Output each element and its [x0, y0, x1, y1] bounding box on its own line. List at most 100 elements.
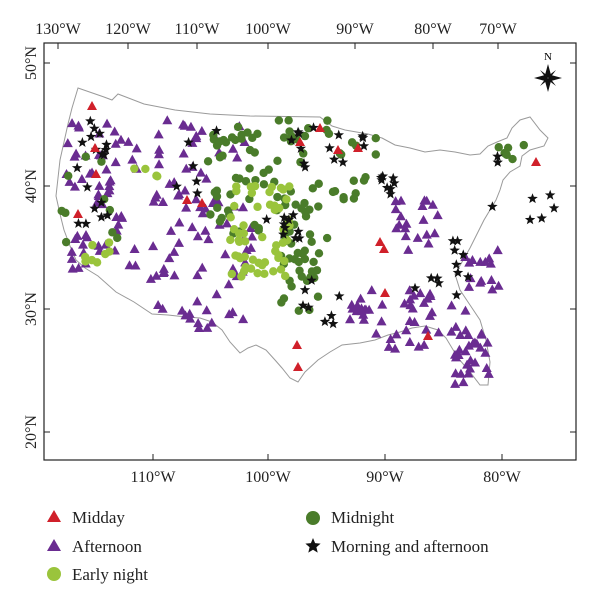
station-marker	[494, 143, 503, 152]
station-marker	[232, 152, 243, 162]
station-marker	[90, 143, 100, 152]
station-marker	[173, 189, 184, 199]
station-marker	[182, 195, 192, 204]
station-marker	[308, 184, 317, 193]
midday-markers	[73, 101, 541, 371]
station-marker	[463, 340, 474, 350]
station-marker	[203, 234, 214, 244]
station-marker	[192, 231, 203, 241]
top-lon-label: 70°W	[479, 21, 517, 38]
station-marker	[349, 176, 358, 185]
station-marker	[192, 187, 203, 198]
station-marker	[408, 290, 419, 300]
lat-label: 20°N	[23, 415, 40, 449]
legend-label: Midday	[72, 508, 125, 527]
station-marker	[80, 218, 92, 229]
top-lon-label: 120°W	[105, 21, 151, 38]
station-marker	[329, 154, 340, 164]
station-marker	[536, 212, 547, 223]
station-marker	[449, 244, 460, 255]
top-lon-label: 90°W	[336, 21, 374, 38]
legend-item-afternoon: Afternoon	[47, 537, 142, 556]
station-marker	[70, 233, 81, 243]
station-marker	[113, 233, 122, 243]
station-marker	[432, 272, 443, 283]
station-marker	[264, 165, 273, 174]
station-marker	[171, 181, 182, 191]
station-marker	[211, 125, 222, 136]
station-marker	[217, 213, 226, 223]
station-marker	[480, 347, 491, 357]
station-marker	[470, 357, 481, 367]
station-marker	[100, 144, 112, 155]
station-marker	[337, 156, 349, 167]
station-marker	[351, 189, 360, 198]
station-marker	[460, 346, 471, 356]
station-marker	[299, 284, 311, 295]
midday-triangle-icon	[47, 510, 61, 522]
station-marker	[152, 171, 161, 180]
station-marker	[280, 256, 289, 266]
station-marker	[333, 129, 344, 140]
station-marker	[148, 196, 159, 206]
bottom-longitude-axis: 110°W 100°W 90°W 80°W	[131, 454, 522, 486]
station-marker	[196, 125, 207, 135]
north-label: N	[544, 51, 552, 63]
station-marker	[359, 304, 370, 314]
station-marker	[69, 181, 80, 191]
station-marker	[423, 331, 433, 340]
station-marker	[77, 137, 88, 147]
station-marker	[433, 327, 444, 337]
station-marker	[67, 263, 78, 273]
lat-label: 30°N	[23, 292, 40, 326]
station-marker	[492, 245, 503, 255]
station-marker	[245, 223, 256, 233]
station-marker	[425, 272, 437, 283]
station-marker	[458, 249, 469, 260]
station-marker	[197, 262, 208, 272]
station-marker	[345, 314, 356, 324]
station-marker	[154, 144, 165, 154]
station-marker	[475, 256, 486, 266]
station-marker	[254, 226, 263, 235]
station-marker	[314, 202, 323, 211]
station-marker	[260, 269, 269, 279]
station-marker	[232, 186, 241, 196]
station-marker	[197, 198, 207, 207]
station-marker	[229, 225, 239, 234]
station-marker	[206, 210, 215, 219]
station-marker	[193, 318, 204, 328]
station-marker	[446, 300, 457, 310]
latitude-axis: 50°N 40°N 30°N 20°N	[23, 46, 576, 449]
station-marker	[145, 273, 156, 283]
legend: Midday Afternoon Early night Midnight Mo…	[47, 508, 489, 584]
north-arrow-icon: N	[534, 51, 562, 92]
station-marker	[180, 185, 191, 195]
station-marker	[293, 128, 305, 138]
station-marker	[153, 149, 164, 159]
station-marker	[377, 299, 388, 309]
station-marker	[98, 149, 110, 160]
station-marker	[446, 326, 457, 336]
station-marker	[89, 203, 100, 213]
station-marker	[115, 134, 126, 144]
station-marker	[400, 223, 411, 233]
station-marker	[313, 292, 323, 301]
station-marker	[412, 232, 423, 242]
station-marker	[131, 143, 142, 153]
station-marker	[476, 329, 487, 339]
station-marker	[85, 115, 96, 126]
station-marker	[274, 251, 283, 260]
station-marker	[238, 314, 249, 324]
station-marker	[154, 159, 165, 169]
station-marker	[227, 269, 237, 279]
station-marker	[94, 128, 105, 138]
station-marker	[383, 341, 394, 351]
station-marker	[303, 301, 314, 312]
legend-label: Early night	[72, 565, 148, 584]
station-marker	[221, 218, 232, 228]
station-marker	[201, 173, 212, 183]
station-marker	[401, 325, 412, 335]
station-marker	[322, 125, 331, 135]
bottom-lon-label: 100°W	[245, 469, 291, 486]
